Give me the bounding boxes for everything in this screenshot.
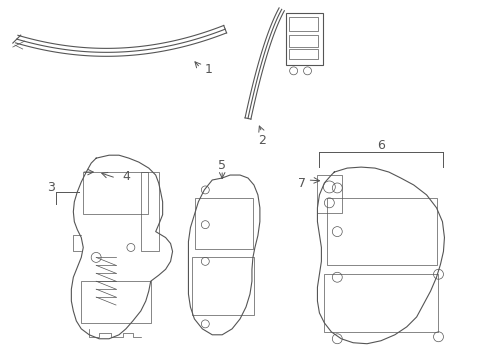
Bar [83,172,148,214]
Text: 7: 7 [297,177,306,190]
Text: 3: 3 [48,181,55,194]
Text: 2: 2 [258,134,266,147]
Bar [289,17,318,31]
Bar [327,198,437,265]
Text: 4: 4 [122,170,130,183]
Bar [141,172,159,251]
Text: 6: 6 [377,139,385,152]
Bar [324,274,439,332]
Bar [286,13,323,65]
Text: 5: 5 [218,159,226,172]
Bar [318,175,342,213]
Bar [81,281,151,323]
Bar [196,198,253,249]
Bar [289,49,318,59]
Bar [289,35,318,47]
Text: 1: 1 [204,63,212,76]
Bar [193,257,254,315]
